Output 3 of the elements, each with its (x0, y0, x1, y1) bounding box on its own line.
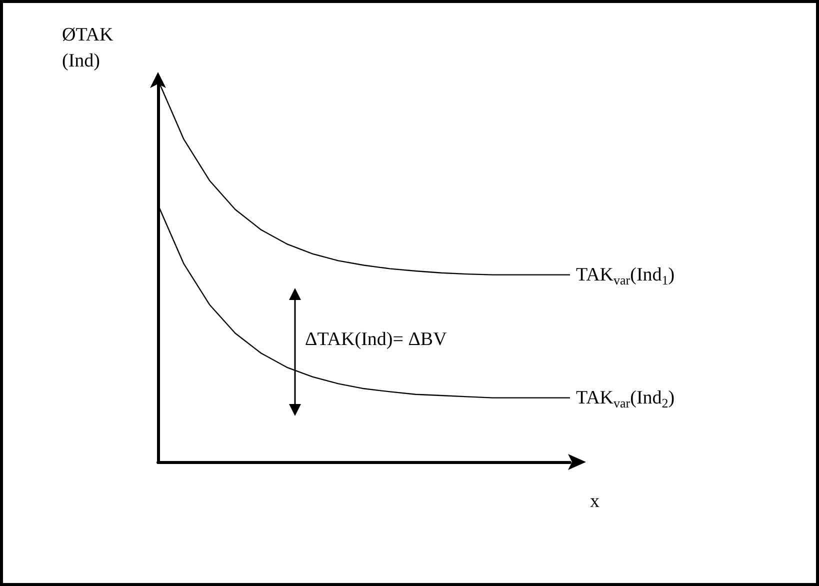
annotation: ΔTAK(Ind)= ΔBV (305, 329, 448, 350)
y-axis-title: ØTAK (Ind) (62, 24, 118, 72)
x-axis-title: x (590, 491, 600, 512)
